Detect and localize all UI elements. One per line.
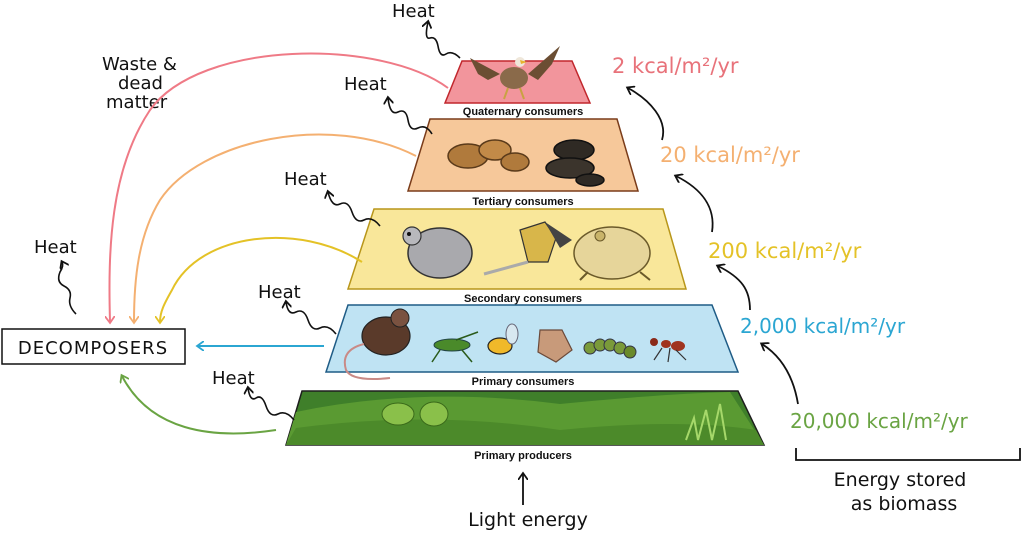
waste-label: Waste & dead matter <box>102 54 177 113</box>
waste-label-line: Waste & <box>102 54 177 75</box>
heat-label: Heat <box>392 1 435 22</box>
light-energy: Light energy <box>468 474 588 531</box>
waste-arrow-quaternary <box>109 52 449 322</box>
waste-arrow-tertiary <box>134 133 417 322</box>
snake-icon <box>447 139 530 172</box>
energy-label-primary-producers: 20,000 kcal/m²/yr <box>790 409 969 433</box>
waste-label-line: matter <box>106 92 168 113</box>
grass-icon <box>685 403 727 441</box>
waste-arrow-secondary <box>160 236 363 322</box>
waste-label-line: dead <box>118 73 163 94</box>
energy-arrow <box>676 176 714 233</box>
heat-label: Heat <box>258 282 301 303</box>
tier-quaternary-label: Quaternary consumers <box>463 106 583 118</box>
waste-arrow-primary-producers <box>122 376 277 435</box>
energy-label-secondary: 200 kcal/m²/yr <box>708 239 862 263</box>
tier-secondary: Secondary consumers <box>346 208 687 305</box>
heat-label: Heat <box>344 74 387 95</box>
biomass-label-line: Energy stored <box>834 469 967 491</box>
tier-tertiary: Tertiary consumers <box>406 118 639 208</box>
energy-label-tertiary: 20 kcal/m²/yr <box>660 143 800 167</box>
heat-decomposers: Heat <box>34 237 77 315</box>
heat-label: Heat <box>212 368 255 389</box>
bush-icon <box>381 401 449 427</box>
heat-primary: Heat <box>212 368 295 421</box>
light-label: Light energy <box>468 509 588 531</box>
tier-tertiary-label: Tertiary consumers <box>472 196 573 208</box>
tier-primary-producers: Primary producers <box>284 390 766 462</box>
mouse-icon <box>343 308 411 380</box>
energy-label-quaternary: 2 kcal/m²/yr <box>612 54 739 78</box>
wasp-icon <box>487 323 519 355</box>
energy-arrow <box>628 88 665 141</box>
heat-tertiary: Heat <box>284 169 381 227</box>
energy-arrow <box>718 266 751 311</box>
moth-icon <box>537 329 573 363</box>
energy-arrow <box>762 344 799 405</box>
ant-icon <box>650 338 687 363</box>
rat-icon <box>402 226 473 279</box>
tier-primary-consumers: Primary consumers <box>324 304 740 388</box>
tier-quaternary: Quaternary consumers <box>443 46 592 118</box>
heat-top: Heat <box>392 1 461 59</box>
heat-label: Heat <box>284 169 327 190</box>
tier-secondary-label: Secondary consumers <box>464 293 582 305</box>
heat-quaternary: Heat <box>344 74 433 135</box>
hill-shape <box>286 419 764 445</box>
biomass-bracket <box>795 448 1021 461</box>
decomposers-label: DECOMPOSERS <box>18 338 168 359</box>
heat-label: Heat <box>34 237 77 258</box>
energy-label-primary-consumers: 2,000 kcal/m²/yr <box>740 314 906 338</box>
toad-icon <box>573 226 651 281</box>
tier-primary-producers-label: Primary producers <box>474 450 572 462</box>
grasshopper-icon <box>431 331 479 363</box>
snake-icon <box>545 139 605 187</box>
heat-secondary: Heat <box>258 282 337 335</box>
bird-icon <box>483 221 572 276</box>
biomass-label-line: as biomass <box>851 493 958 515</box>
caterpillar-icon <box>583 338 637 359</box>
decomposers-box: DECOMPOSERS <box>1 328 186 365</box>
tier-primary-consumers-label: Primary consumers <box>472 376 575 388</box>
hawk-icon <box>470 46 560 100</box>
